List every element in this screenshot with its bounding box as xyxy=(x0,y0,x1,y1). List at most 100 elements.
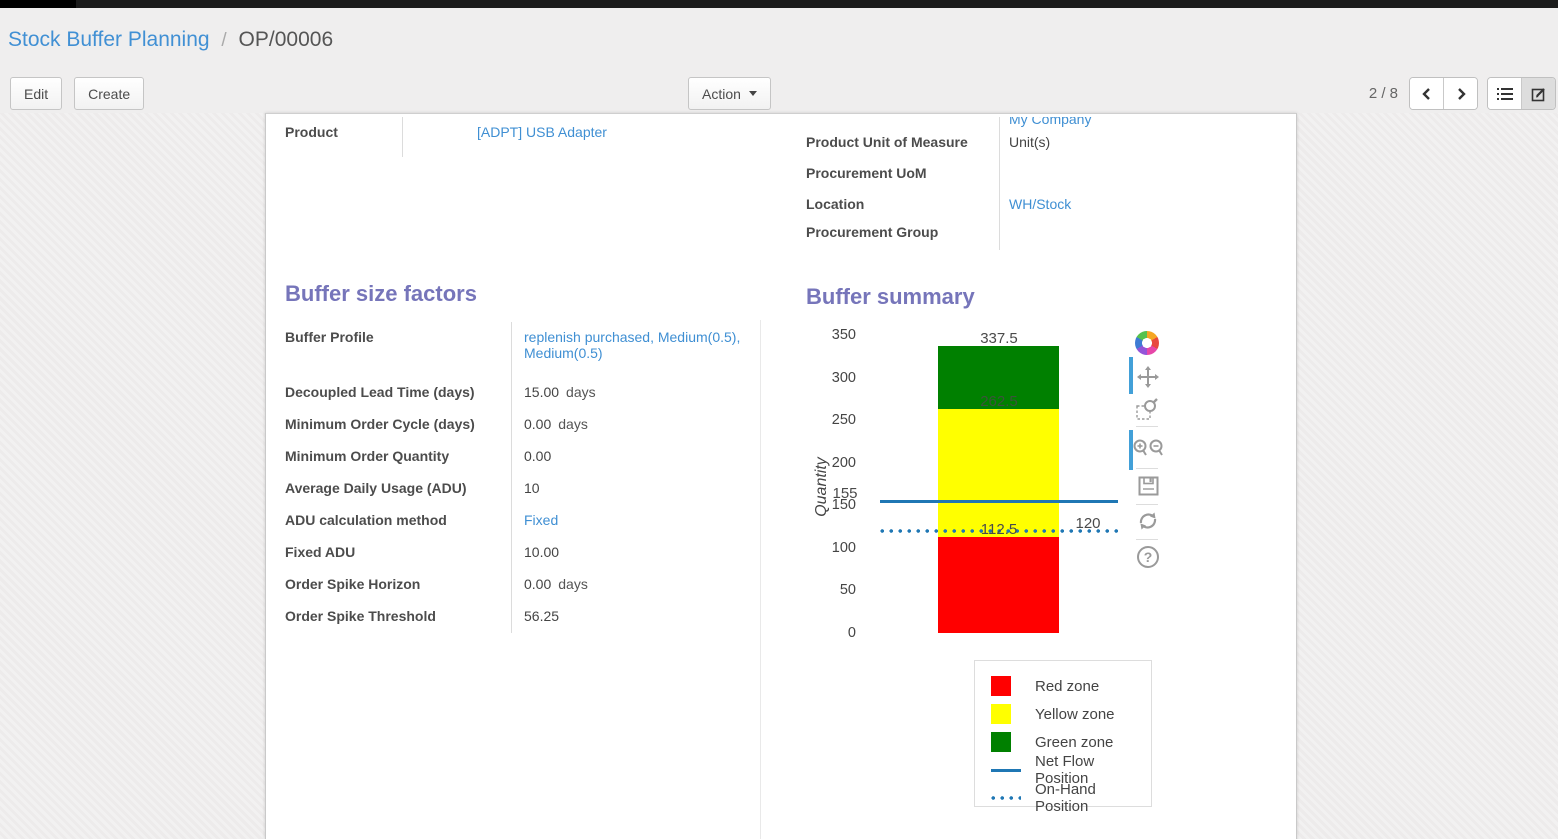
gridline xyxy=(760,638,761,839)
action-label: Action xyxy=(702,85,741,102)
zoom-in-out-buttons[interactable] xyxy=(1133,437,1165,466)
legend-item[interactable]: Green zone xyxy=(975,728,1151,756)
buffer-size-factors-group: Buffer Profile replenish purchased, Mediu… xyxy=(285,322,775,633)
field-label: Average Daily Usage (ADU) xyxy=(285,473,512,505)
chevron-right-icon xyxy=(1457,87,1466,100)
pager-previous-button[interactable] xyxy=(1410,78,1443,109)
field-row: Minimum Order Cycle (days) 0.00 days xyxy=(285,409,775,441)
gridline xyxy=(760,320,761,638)
chart-legend: Red zone Yellow zone Green zone Net Flow Po… xyxy=(974,660,1152,815)
help-button[interactable]: ? xyxy=(1137,546,1159,568)
modebar-separator xyxy=(1136,539,1158,540)
action-dropdown-button[interactable]: Action xyxy=(688,77,771,110)
save-button[interactable] xyxy=(1138,476,1159,501)
field-row: Procurement UoM xyxy=(806,158,1295,189)
field-label: Buffer Profile xyxy=(285,322,512,377)
create-button[interactable]: Create xyxy=(74,77,145,110)
field-value: Unit(s) xyxy=(1009,134,1051,150)
red-zone-swatch xyxy=(991,676,1011,696)
field-row: Buffer Profile replenish purchased, Mediu… xyxy=(285,322,775,377)
field-row: Procurement Group xyxy=(806,217,1295,250)
top-menu-bar-left-segment xyxy=(0,0,76,8)
control-panel: Stock Buffer Planning / OP/00006 Edit Cr… xyxy=(0,8,1558,113)
legend-item[interactable]: Red zone xyxy=(975,672,1151,700)
chevron-down-icon xyxy=(748,91,757,96)
breadcrumb-parent-link[interactable]: Stock Buffer Planning xyxy=(8,28,210,51)
list-view-icon xyxy=(1496,87,1513,100)
box-zoom-button[interactable] xyxy=(1136,398,1160,427)
modebar-active-indicator xyxy=(1129,430,1133,470)
legend-label: On-Hand Position xyxy=(1035,781,1096,815)
field-value-link[interactable]: replenish purchased, Medium(0.5), Medium… xyxy=(524,329,741,361)
plotly-logo-icon[interactable] xyxy=(1135,331,1159,355)
field-label: ADU calculation method xyxy=(285,505,512,537)
field-row: Product [ADPT] USB Adapter xyxy=(285,117,785,157)
field-label: Product Unit of Measure xyxy=(806,127,1000,158)
field-label: Procurement Group xyxy=(806,217,1000,250)
field-value-link[interactable]: WH/Stock xyxy=(1009,196,1072,212)
reset-axes-button[interactable] xyxy=(1137,510,1159,537)
field-label: Fixed ADU xyxy=(285,537,512,569)
field-unit: days xyxy=(566,384,596,400)
breadcrumb-separator: / xyxy=(221,30,227,51)
field-value-link[interactable]: My Company xyxy=(1009,117,1092,127)
on-hand-position-line[interactable] xyxy=(880,528,1118,533)
zoom-in-icon xyxy=(1133,439,1163,456)
legend-label: Net Flow Position xyxy=(1035,753,1095,787)
net-flow-position-line[interactable] xyxy=(880,500,1118,504)
legend-item[interactable]: Yellow zone xyxy=(975,700,1151,728)
field-row: ADU calculation method Fixed xyxy=(285,505,775,537)
field-value: 15.00 days xyxy=(524,384,596,400)
legend-swatch xyxy=(991,676,1021,696)
chart-annotation: 337.5 xyxy=(980,329,1018,347)
field-value xyxy=(1000,158,1009,189)
field-value xyxy=(1000,217,1009,250)
edit-button[interactable]: Edit xyxy=(10,77,63,110)
field-value: 0.00 xyxy=(524,448,552,464)
field-value-link[interactable]: [ADPT] USB Adapter xyxy=(477,124,607,140)
chart-annotation: 155 xyxy=(832,485,858,503)
pan-button[interactable] xyxy=(1137,366,1159,393)
field-value-link[interactable]: Fixed xyxy=(524,512,559,528)
green-zone-swatch xyxy=(991,732,1011,752)
pager-next-button[interactable] xyxy=(1443,78,1477,109)
legend-label: Red zone xyxy=(1035,677,1100,695)
legend-swatch xyxy=(991,796,1021,800)
legend-item[interactable]: Net Flow Position xyxy=(975,753,1151,787)
field-unit: days xyxy=(558,416,588,432)
field-label: Order Spike Horizon xyxy=(285,569,512,601)
field-row: Fixed ADU 10.00 xyxy=(285,537,775,569)
red-zone-bar[interactable] xyxy=(938,537,1059,633)
on-hand-line-swatch xyxy=(991,796,1021,800)
list-view-button[interactable] xyxy=(1488,78,1521,109)
y-tick-label: 350 xyxy=(831,326,856,343)
buffer-summary-title: Buffer summary xyxy=(806,284,975,309)
product-field-group: Product [ADPT] USB Adapter xyxy=(285,117,785,157)
reset-axes-icon xyxy=(1139,512,1157,530)
box-zoom-icon xyxy=(1136,398,1158,420)
field-row: Order Spike Horizon 0.00 days xyxy=(285,569,775,601)
chevron-left-icon xyxy=(1421,87,1430,100)
buffer-summary-chart[interactable]: ? 0 50 100 150 200 250 300 350 Quantity 337.5 262.… xyxy=(760,320,1190,839)
field-label xyxy=(806,117,1000,127)
y-tick-label: 300 xyxy=(831,369,856,386)
green-zone-bar[interactable] xyxy=(938,345,1059,410)
field-unit: days xyxy=(558,576,588,592)
help-icon: ? xyxy=(1143,549,1153,565)
y-tick-label: 100 xyxy=(831,539,856,556)
y-tick-label: 250 xyxy=(831,412,856,429)
field-label: Order Spike Threshold xyxy=(285,601,512,633)
modebar-active-indicator xyxy=(1129,357,1133,394)
y-tick-label: 200 xyxy=(831,454,856,471)
field-row: Order Spike Threshold 56.25 xyxy=(285,601,775,633)
y-tick-label: 150 xyxy=(831,497,856,514)
legend-item[interactable]: On-Hand Position xyxy=(975,781,1151,815)
legend-label: Green zone xyxy=(1035,733,1114,751)
breadcrumb-current: OP/00006 xyxy=(238,28,334,51)
yellow-zone-bar[interactable] xyxy=(938,409,1059,538)
form-view-button[interactable] xyxy=(1521,78,1555,109)
legend-label: Yellow zone xyxy=(1035,705,1115,723)
breadcrumb: Stock Buffer Planning / OP/00006 xyxy=(8,28,333,52)
field-value: 0.00 days xyxy=(524,416,588,432)
